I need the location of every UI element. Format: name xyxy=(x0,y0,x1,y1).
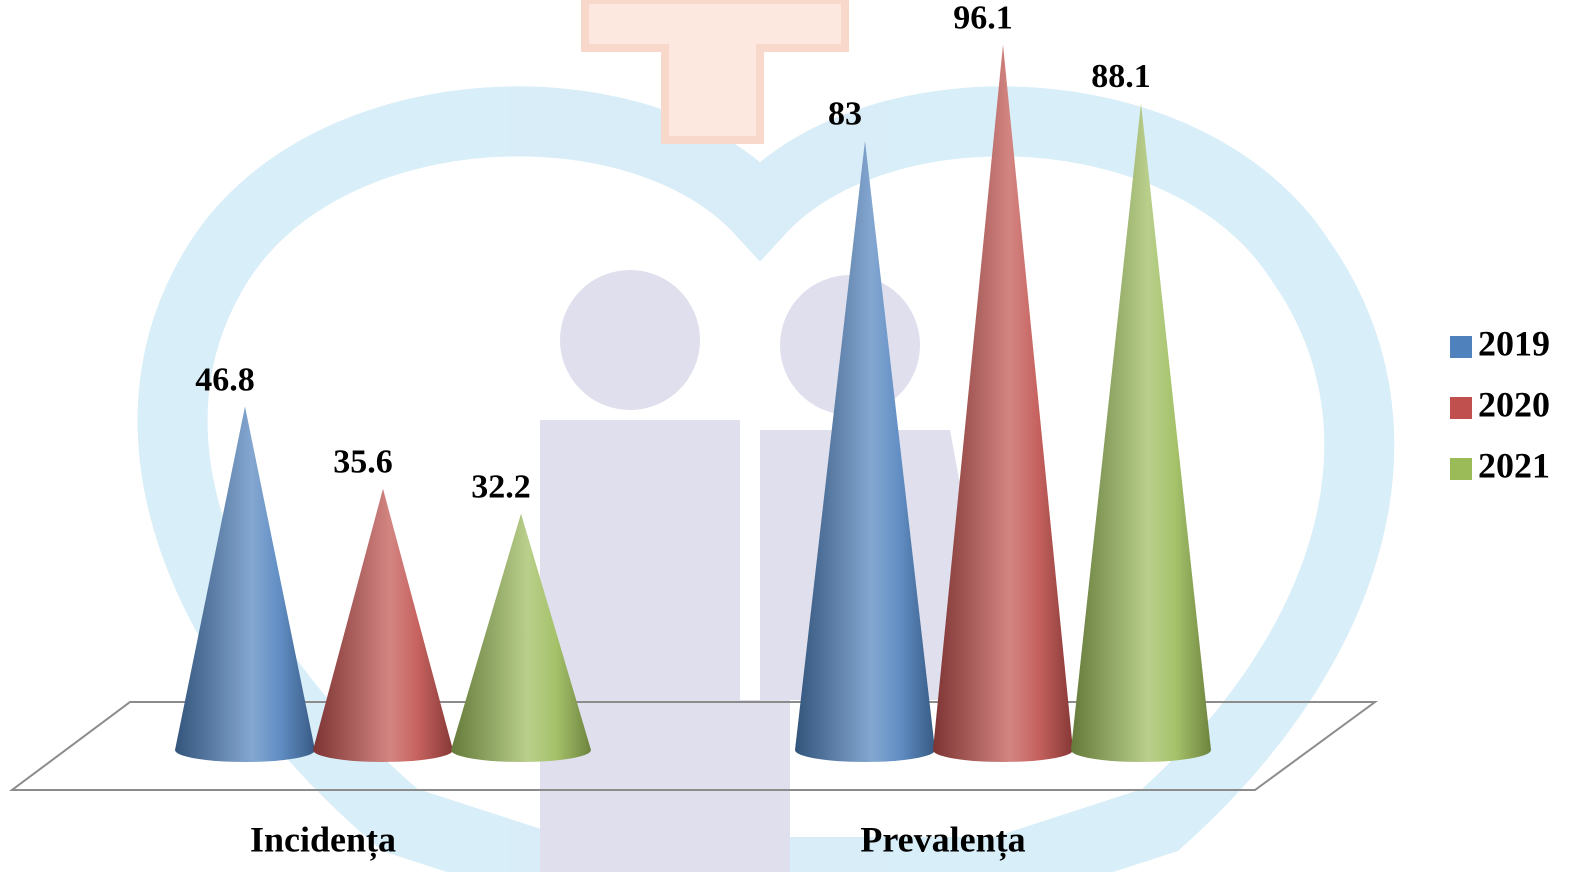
cone xyxy=(451,513,591,762)
cone xyxy=(175,406,315,762)
legend-label: 2020 xyxy=(1478,384,1550,424)
data-label: 83 xyxy=(828,96,862,133)
body xyxy=(540,420,1000,700)
legend-swatch xyxy=(1450,336,1472,358)
data-label: 88.1 xyxy=(1091,58,1151,95)
cone xyxy=(795,140,935,762)
legend-swatch xyxy=(1450,397,1472,419)
data-label: 46.8 xyxy=(195,361,255,398)
legend-label: 2021 xyxy=(1478,445,1550,485)
data-label: 35.6 xyxy=(333,443,393,480)
legend-swatch xyxy=(1450,458,1472,480)
data-label: 96.1 xyxy=(953,0,1013,36)
cone xyxy=(933,44,1073,763)
data-label: 32.2 xyxy=(471,468,531,505)
cone xyxy=(313,488,453,762)
cone xyxy=(1071,103,1211,762)
heart xyxy=(137,86,1395,872)
x-tick-label: Incidența xyxy=(250,819,396,860)
head xyxy=(560,270,700,410)
cross xyxy=(581,0,849,144)
legend-label: 2019 xyxy=(1478,323,1550,363)
x-tick-label: Prevalența xyxy=(860,819,1025,860)
